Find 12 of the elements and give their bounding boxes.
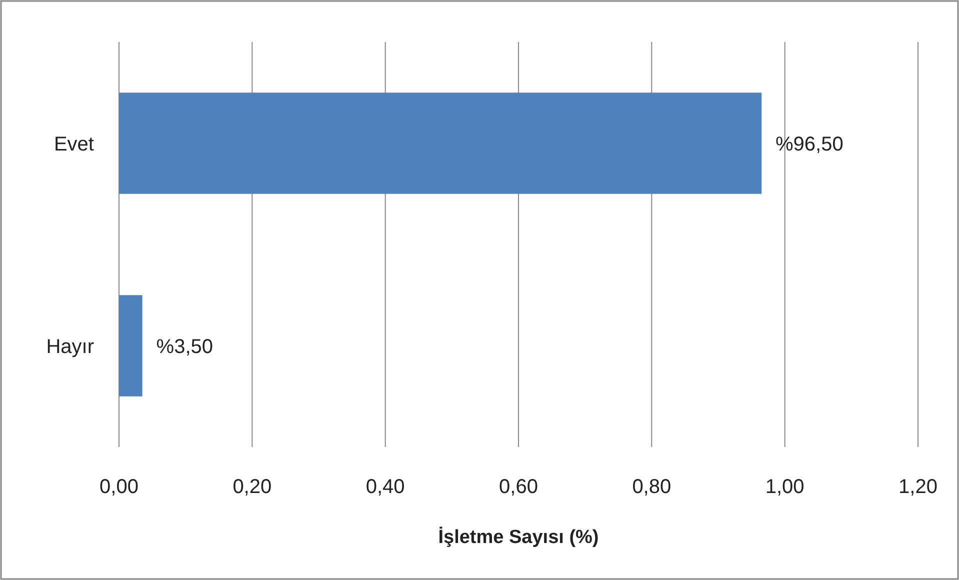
y-tick-label: Hayır — [46, 336, 94, 358]
x-tick-label: 1,20 — [898, 476, 938, 498]
x-tick-label: 0,40 — [366, 476, 405, 498]
x-tick-label: 0,20 — [232, 476, 272, 498]
x-tick-label: 0,00 — [100, 476, 138, 498]
data-label: %3,50 — [156, 336, 214, 358]
x-tick-label: 0,60 — [499, 476, 538, 498]
y-tick-label: Evet — [54, 133, 94, 156]
x-tick-label: 1,00 — [765, 476, 804, 498]
x-axis-title: İşletme Sayısı (%) — [438, 526, 599, 548]
x-tick-label: 0,80 — [632, 476, 672, 498]
data-label: %96,50 — [776, 133, 844, 156]
